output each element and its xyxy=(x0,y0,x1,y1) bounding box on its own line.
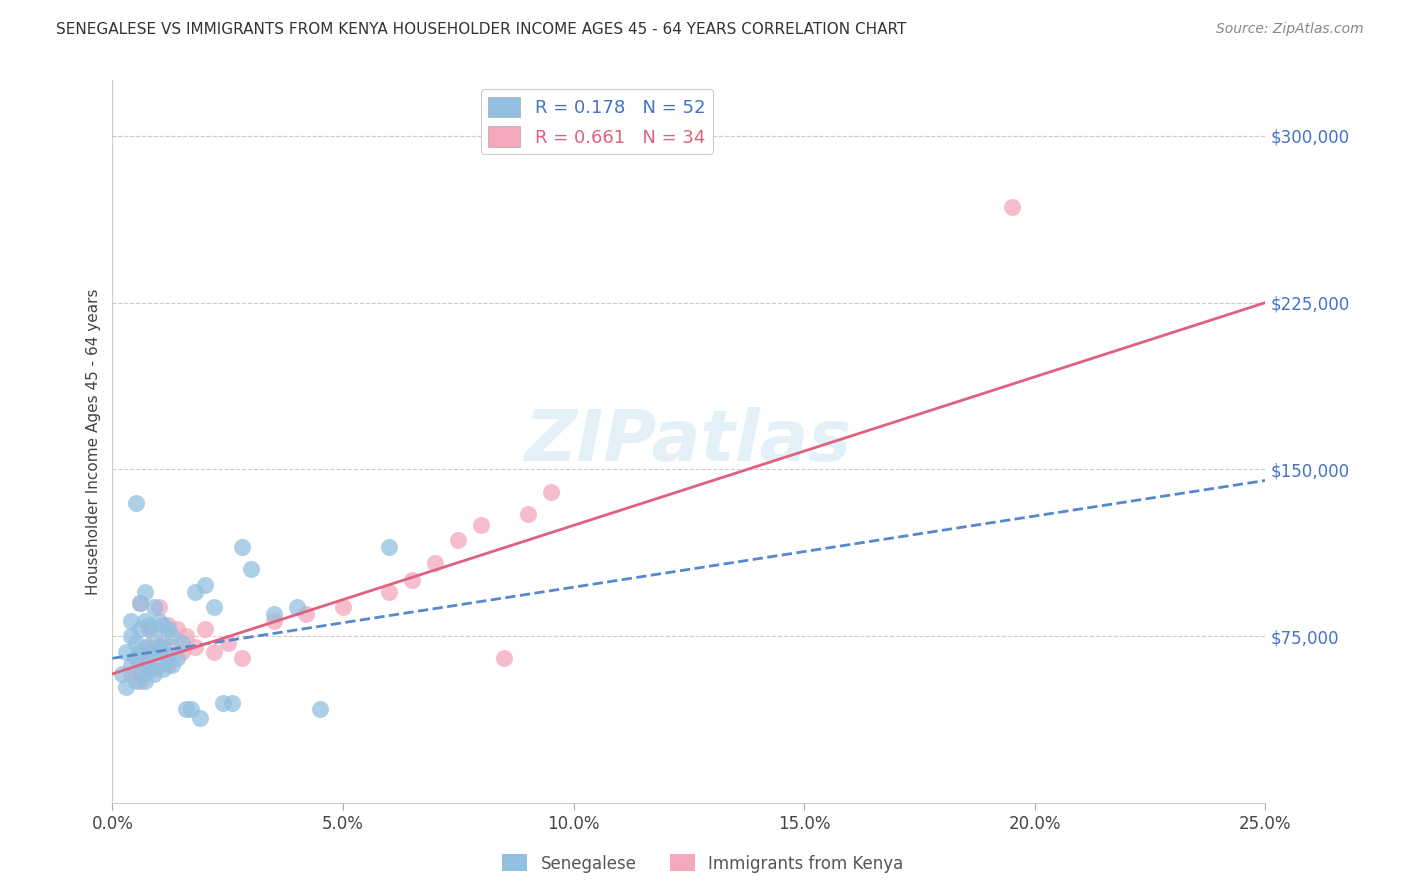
Point xyxy=(194,623,217,637)
Point xyxy=(148,640,170,655)
Point xyxy=(162,640,184,655)
Point xyxy=(184,640,207,655)
Point xyxy=(221,696,243,710)
Point xyxy=(263,614,285,628)
Point xyxy=(174,629,197,643)
Point xyxy=(148,645,170,659)
Point xyxy=(124,651,146,665)
Point xyxy=(217,636,239,650)
Point xyxy=(129,645,152,659)
Point xyxy=(152,662,174,676)
Point xyxy=(1001,200,1024,214)
Point xyxy=(134,673,156,688)
Point xyxy=(124,673,146,688)
Point xyxy=(231,540,253,554)
Point xyxy=(194,578,217,592)
Point xyxy=(129,673,152,688)
Point xyxy=(156,623,179,637)
Point xyxy=(401,574,423,588)
Point xyxy=(129,623,152,637)
Point xyxy=(148,614,170,628)
Point xyxy=(134,614,156,628)
Point xyxy=(143,666,166,681)
Point xyxy=(309,702,332,716)
Point xyxy=(152,636,174,650)
Point xyxy=(540,484,562,499)
Legend: R = 0.178   N = 52, R = 0.661   N = 34: R = 0.178 N = 52, R = 0.661 N = 34 xyxy=(481,89,713,154)
Point xyxy=(129,596,152,610)
Point xyxy=(143,600,166,615)
Point xyxy=(166,623,188,637)
Y-axis label: Householder Income Ages 45 - 64 years: Householder Income Ages 45 - 64 years xyxy=(86,288,101,595)
Point xyxy=(263,607,285,621)
Point xyxy=(202,645,225,659)
Point xyxy=(124,636,146,650)
Point xyxy=(111,666,134,681)
Point xyxy=(188,711,211,725)
Text: SENEGALESE VS IMMIGRANTS FROM KENYA HOUSEHOLDER INCOME AGES 45 - 64 YEARS CORREL: SENEGALESE VS IMMIGRANTS FROM KENYA HOUS… xyxy=(56,22,907,37)
Point xyxy=(138,645,160,659)
Point xyxy=(174,702,197,716)
Point xyxy=(152,640,174,655)
Point xyxy=(129,666,152,681)
Point xyxy=(115,680,138,694)
Point xyxy=(143,629,166,643)
Point xyxy=(148,657,170,672)
Point xyxy=(148,600,170,615)
Point xyxy=(138,640,160,655)
Point xyxy=(156,618,179,632)
Point xyxy=(180,702,202,716)
Point xyxy=(378,540,401,554)
Text: Source: ZipAtlas.com: Source: ZipAtlas.com xyxy=(1216,22,1364,37)
Text: ZIPatlas: ZIPatlas xyxy=(526,407,852,476)
Point xyxy=(120,666,142,681)
Point xyxy=(378,584,401,599)
Point xyxy=(170,645,193,659)
Point xyxy=(212,696,235,710)
Point xyxy=(516,507,538,521)
Point xyxy=(295,607,318,621)
Point xyxy=(447,533,470,548)
Point xyxy=(120,657,142,672)
Point xyxy=(239,562,262,576)
Point xyxy=(143,662,166,676)
Point xyxy=(124,496,146,510)
Point xyxy=(134,657,156,672)
Point xyxy=(494,651,516,665)
Point xyxy=(332,600,354,615)
Point xyxy=(231,651,253,665)
Point xyxy=(120,629,142,643)
Point xyxy=(166,651,188,665)
Point xyxy=(120,614,142,628)
Point xyxy=(138,618,160,632)
Point xyxy=(134,584,156,599)
Point xyxy=(134,640,156,655)
Point xyxy=(134,657,156,672)
Point xyxy=(156,657,179,672)
Point xyxy=(162,657,184,672)
Legend: Senegalese, Immigrants from Kenya: Senegalese, Immigrants from Kenya xyxy=(496,847,910,880)
Point xyxy=(138,623,160,637)
Point xyxy=(425,556,447,570)
Point xyxy=(470,517,492,532)
Point xyxy=(285,600,308,615)
Point xyxy=(143,645,166,659)
Point xyxy=(138,662,160,676)
Point xyxy=(184,584,207,599)
Point xyxy=(162,629,184,643)
Point xyxy=(124,651,146,665)
Point xyxy=(115,645,138,659)
Point xyxy=(129,596,152,610)
Point xyxy=(156,651,179,665)
Point xyxy=(152,618,174,632)
Point xyxy=(202,600,225,615)
Point xyxy=(170,636,193,650)
